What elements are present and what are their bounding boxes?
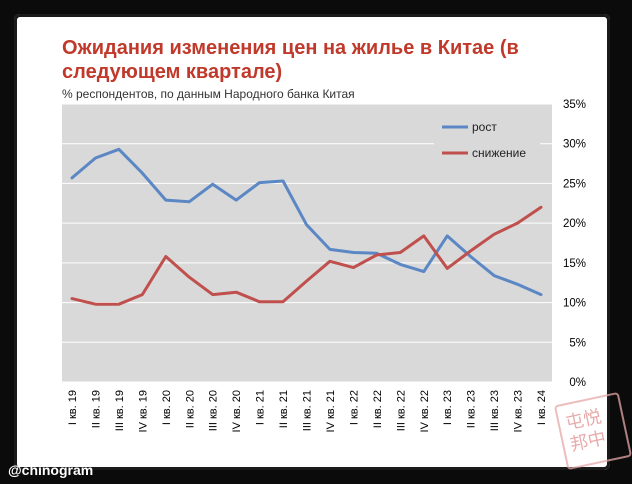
x-tick-label: IV кв. 22 [419,390,431,432]
x-tick-label: II кв. 23 [466,390,478,428]
x-tick-label: I кв. 21 [255,390,267,425]
x-tick-label: IV кв. 23 [513,390,525,432]
x-tick-label: III кв. 20 [208,390,220,431]
x-axis-ticks: I кв. 19 II кв. 19 III кв. 19 IV кв. 19 I кв… [67,390,548,432]
x-tick-label: I кв. 20 [161,390,173,425]
seal-stamp-text: 屯悦 邦中 [564,406,608,457]
y-tick-label: 30% [563,139,586,151]
x-tick-label: I кв. 22 [348,390,360,425]
x-tick-label: II кв. 22 [372,390,384,428]
legend-label: рост [472,120,497,134]
x-tick-label: II кв. 19 [90,390,102,428]
x-tick-label: III кв. 21 [302,390,314,431]
seal-stamp: 屯悦 邦中 [554,392,632,470]
x-tick-label: III кв. 19 [114,390,126,431]
x-tick-label: I кв. 24 [536,390,548,425]
y-tick-label: 20% [563,218,586,230]
x-tick-label: II кв. 21 [278,390,290,428]
x-tick-label: III кв. 22 [395,390,407,431]
x-tick-label: I кв. 19 [67,390,79,425]
y-tick-label: 0% [569,377,586,389]
y-tick-label: 10% [563,298,586,310]
y-tick-label: 35% [563,99,586,111]
x-tick-label: I кв. 23 [442,390,454,425]
x-tick-label: IV кв. 21 [325,390,337,432]
y-tick-label: 25% [563,178,586,190]
x-tick-label: IV кв. 20 [231,390,243,432]
x-tick-label: III кв. 23 [489,390,501,431]
x-tick-label: IV кв. 19 [137,390,149,432]
legend-label: снижение [472,146,526,160]
y-tick-label: 5% [569,337,586,349]
watermark: @chinogram [8,462,93,478]
x-tick-label: II кв. 20 [184,390,196,428]
y-axis-ticks: 0% 5% 10% 15% 20% 25% 30% 35% [563,99,586,389]
y-tick-label: 15% [563,258,586,270]
legend: рост снижение [434,113,540,167]
